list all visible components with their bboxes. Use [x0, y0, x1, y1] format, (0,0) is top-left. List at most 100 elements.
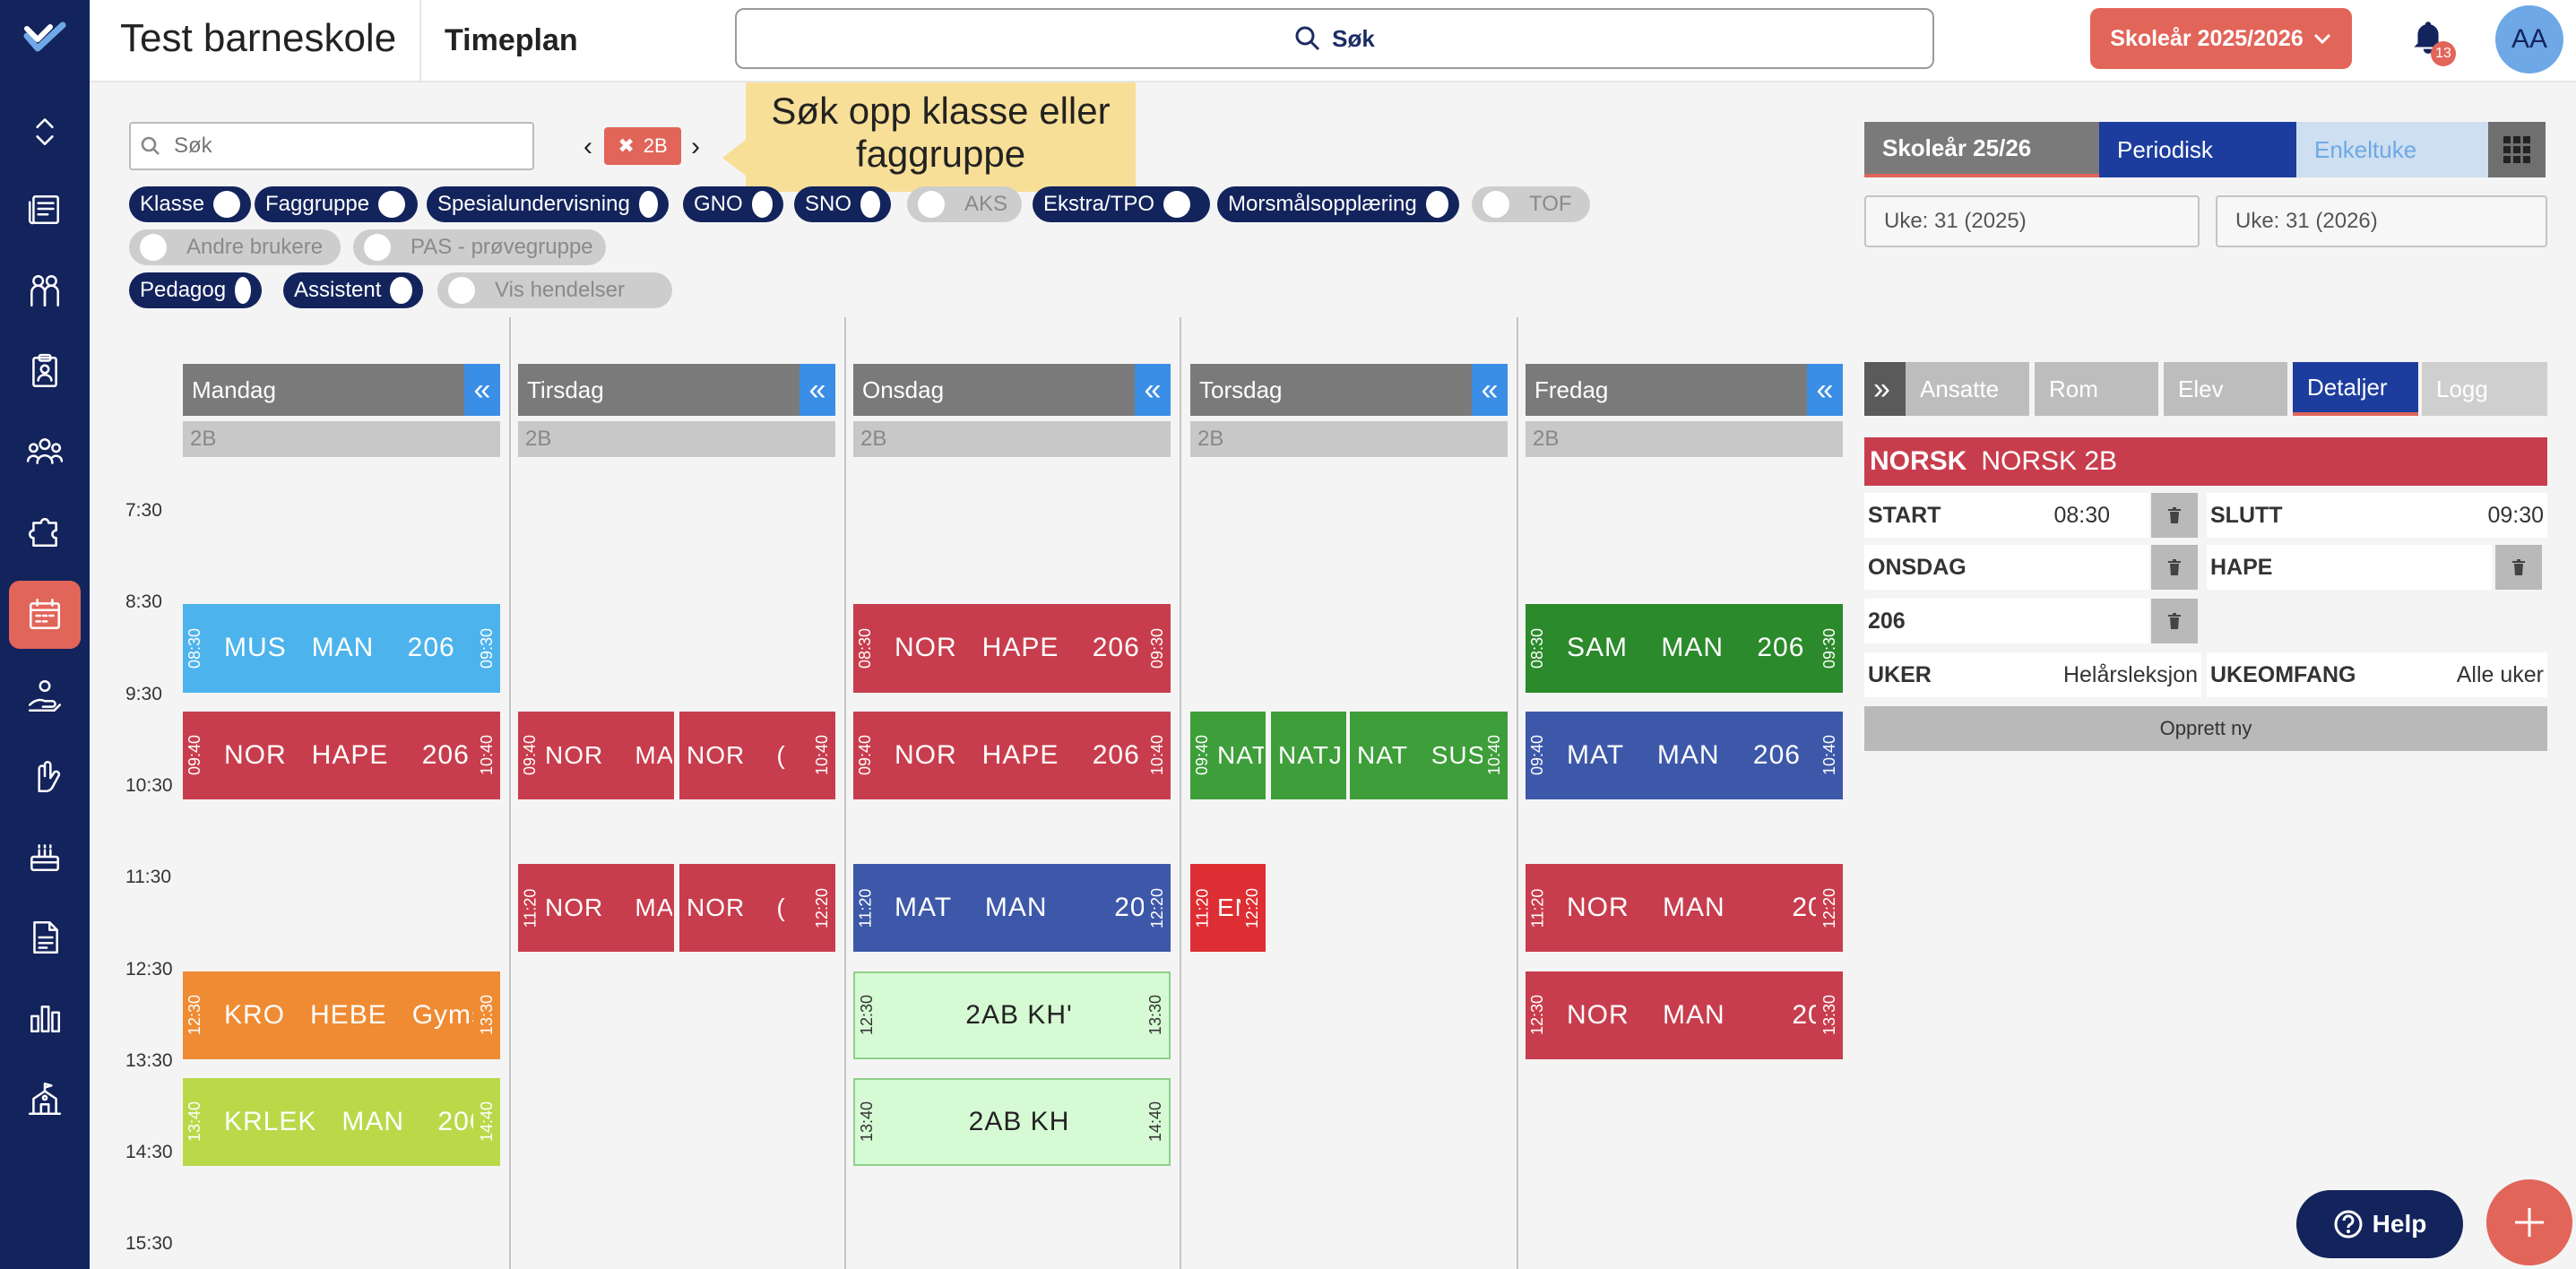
- logo-icon[interactable]: [23, 20, 66, 56]
- week-to-field[interactable]: Uke: 31 (2026): [2216, 195, 2547, 247]
- lesson-block[interactable]: 09:40 NAT: [1190, 711, 1266, 799]
- remove-icon[interactable]: ✖: [618, 134, 635, 157]
- toggle-tof[interactable]: TOF: [1472, 186, 1590, 222]
- tab-logg[interactable]: Logg: [2422, 362, 2547, 416]
- day-class-label: 2B: [183, 421, 500, 457]
- week-scope-field[interactable]: UKEOMFANG Alle uker: [2207, 652, 2547, 697]
- lesson-block[interactable]: 11:20 NOR MAN: [518, 864, 674, 953]
- class-search-input[interactable]: [174, 134, 514, 159]
- previous-class-chevron-icon[interactable]: ‹: [583, 132, 592, 161]
- toggle-assistent[interactable]: Assistent: [283, 272, 423, 308]
- lesson-block[interactable]: 08:30 09:30 SAM MAN 206: [1526, 604, 1843, 693]
- tab-detaljer[interactable]: Detaljer: [2293, 362, 2418, 416]
- toggle-aks[interactable]: AKS: [907, 186, 1022, 222]
- day-field[interactable]: ONSDAG: [1864, 545, 2149, 590]
- toggle-ekstra-tpo[interactable]: Ekstra/TPO: [1033, 186, 1210, 222]
- collapse-day-icon[interactable]: «: [1472, 364, 1508, 416]
- time-label: 12:30: [125, 958, 173, 980]
- add-button[interactable]: [2486, 1179, 2572, 1265]
- lesson-block[interactable]: 08:30 09:30 MUS MAN 206: [183, 604, 500, 693]
- grid-view-button[interactable]: [2488, 122, 2546, 177]
- lesson-block[interactable]: 13:40 14:40 2AB KH: [853, 1077, 1171, 1167]
- bar-chart-icon[interactable]: [9, 984, 81, 1052]
- start-time-field[interactable]: START 08:30: [1864, 493, 2149, 538]
- tab-ansatte[interactable]: Ansatte: [1906, 362, 2029, 416]
- time-label: 8:30: [125, 591, 162, 613]
- collapse-day-icon[interactable]: «: [1807, 364, 1843, 416]
- end-time-field[interactable]: SLUTT 09:30: [2207, 493, 2547, 538]
- lesson-start-time: 11:20: [1193, 888, 1212, 928]
- help-button[interactable]: Help: [2296, 1190, 2463, 1258]
- class-search[interactable]: [129, 122, 534, 170]
- document-icon[interactable]: [9, 903, 81, 971]
- toggle-label: Spesialundervisning: [437, 192, 630, 216]
- lesson-block[interactable]: 09:40 10:40 MAT MAN 206: [1526, 711, 1843, 799]
- expand-panel-button[interactable]: »: [1864, 362, 1906, 416]
- hand-icon[interactable]: [9, 661, 81, 729]
- lesson-block[interactable]: 11:20 12:20 NOR MAN 206: [1526, 864, 1843, 953]
- lesson-block[interactable]: 13:40 14:40 KRLEK MAN 206: [183, 1077, 500, 1167]
- collapse-day-icon[interactable]: «: [464, 364, 500, 416]
- toggle-pas-prøvegruppe[interactable]: PAS - prøvegruppe: [353, 229, 606, 265]
- toggle-vis-hendelser[interactable]: Vis hendelser: [437, 272, 672, 308]
- weeks-field[interactable]: UKER Helårsleksjon: [1864, 652, 2201, 697]
- global-search[interactable]: Søk: [735, 8, 1934, 69]
- toggle-morsmålsopplæring[interactable]: Morsmålsopplæring: [1217, 186, 1459, 222]
- lesson-block[interactable]: 12:30 13:30 KRO HEBE Gymsal: [183, 971, 500, 1059]
- lesson-block[interactable]: 10:40 NOR (: [679, 711, 835, 799]
- raised-hand-icon[interactable]: [9, 742, 81, 810]
- create-new-button[interactable]: Opprett ny: [1864, 706, 2547, 751]
- tab-school-year[interactable]: Skoleår 25/26: [1864, 122, 2099, 177]
- toggle-spesialundervisning[interactable]: Spesialundervisning: [427, 186, 669, 222]
- clear-teacher-button[interactable]: [2495, 545, 2542, 590]
- tab-rom[interactable]: Rom: [2035, 362, 2158, 416]
- tab-elev[interactable]: Elev: [2164, 362, 2287, 416]
- teacher-field[interactable]: HAPE: [2207, 545, 2492, 590]
- newspaper-icon[interactable]: [9, 176, 81, 244]
- lesson-block[interactable]: 12:30 13:30 NOR MAN 206: [1526, 971, 1843, 1059]
- clear-room-button[interactable]: [2151, 599, 2198, 643]
- toggle-label: AKS: [964, 192, 1008, 216]
- lesson-block[interactable]: 09:40 10:40 NOR HAPE 206: [183, 711, 500, 799]
- notifications-button[interactable]: 13: [2409, 18, 2456, 66]
- bell-icon: [2414, 22, 2442, 54]
- toggle-pedagog[interactable]: Pedagog: [129, 272, 262, 308]
- cake-icon[interactable]: [9, 823, 81, 891]
- tab-periodic[interactable]: Periodisk: [2099, 122, 2296, 177]
- clipboard-icon[interactable]: [9, 337, 81, 405]
- collapse-day-icon[interactable]: «: [800, 364, 835, 416]
- weeks-label: UKER: [1868, 661, 1932, 687]
- next-class-chevron-icon[interactable]: ›: [691, 132, 700, 161]
- clear-day-button[interactable]: [2151, 545, 2198, 590]
- lesson-block[interactable]: 12:20 NOR (: [679, 864, 835, 953]
- toggle-faggruppe[interactable]: Faggruppe: [255, 186, 418, 222]
- toggle-gno[interactable]: GNO: [683, 186, 783, 222]
- toggle-klasse[interactable]: Klasse: [129, 186, 251, 222]
- people-icon[interactable]: [9, 256, 81, 324]
- timetable-icon[interactable]: [9, 581, 81, 649]
- clear-start-button[interactable]: [2151, 493, 2198, 538]
- lesson-block[interactable]: 11:20 12:20ENG MAN 206: [1190, 864, 1266, 953]
- toggle-knob: [235, 277, 251, 304]
- lesson-block[interactable]: 10:40 NAT SUS: [1350, 711, 1508, 799]
- school-year-button[interactable]: Skoleår 2025/2026: [2090, 8, 2352, 69]
- room-field[interactable]: 206: [1864, 599, 2149, 643]
- toggle-andre-brukere[interactable]: Andre brukere: [129, 229, 341, 265]
- puzzle-icon[interactable]: [9, 498, 81, 566]
- toggle-sno[interactable]: SNO: [794, 186, 891, 222]
- lesson-block[interactable]: 08:30 09:30 NOR HAPE 206: [853, 604, 1171, 693]
- group-icon[interactable]: [9, 418, 81, 486]
- tab-single-week[interactable]: Enkeltuke: [2296, 122, 2488, 177]
- collapse-day-icon[interactable]: «: [1135, 364, 1171, 416]
- avatar[interactable]: AA: [2495, 5, 2563, 73]
- toggle-label: SNO: [805, 192, 852, 216]
- school-icon[interactable]: [9, 1065, 81, 1133]
- selected-class-chip[interactable]: ✖ 2B: [604, 127, 681, 165]
- lesson-block[interactable]: 11:20 12:20 MAT MAN 206: [853, 864, 1171, 953]
- lesson-block[interactable]: 12:30 13:30 2AB KH': [853, 971, 1171, 1059]
- lesson-block[interactable]: NATJE: [1271, 711, 1346, 799]
- expand-collapse-icon[interactable]: [9, 97, 81, 165]
- week-from-field[interactable]: Uke: 31 (2025): [1864, 195, 2200, 247]
- lesson-block[interactable]: 09:40 NOR MAN: [518, 711, 674, 799]
- lesson-block[interactable]: 09:40 10:40 NOR HAPE 206: [853, 711, 1171, 799]
